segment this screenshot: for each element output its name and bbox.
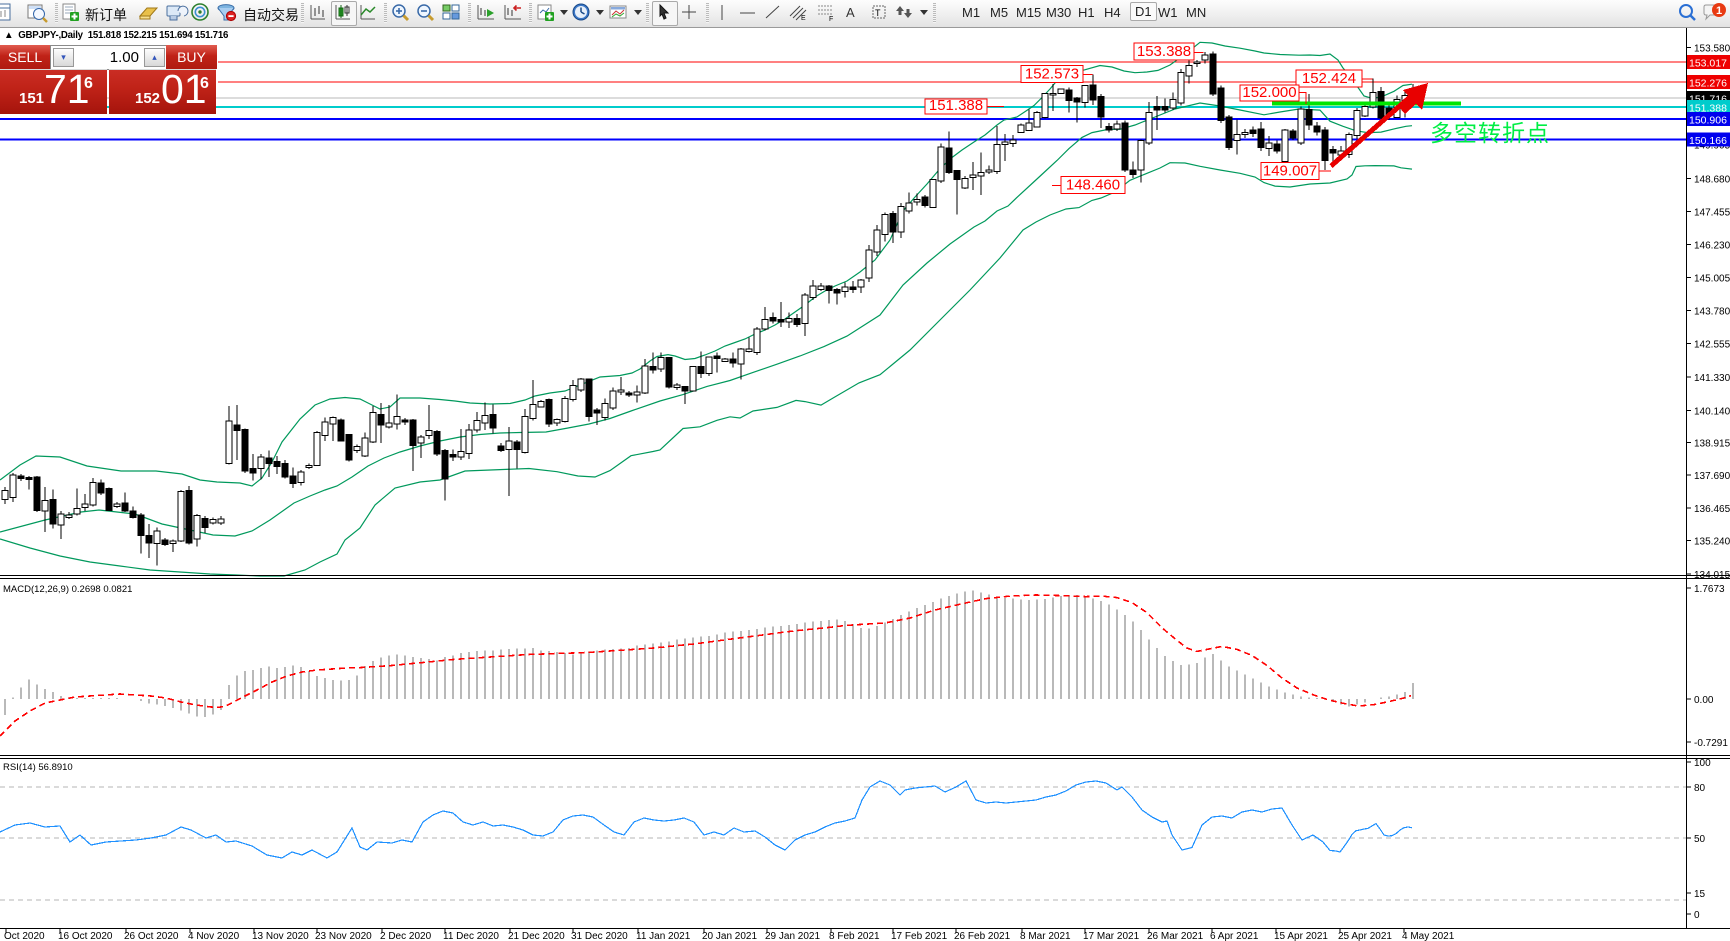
svg-text:26 Mar 2021: 26 Mar 2021 [1147, 931, 1204, 941]
svg-text:0: 0 [1694, 910, 1700, 921]
svg-text:21 Dec 2020: 21 Dec 2020 [508, 931, 565, 941]
svg-text:25 Apr 2021: 25 Apr 2021 [1338, 931, 1392, 941]
svg-text:137.690: 137.690 [1694, 471, 1730, 482]
svg-text:RSI(14) 56.8910: RSI(14) 56.8910 [3, 762, 73, 773]
svg-text:140.140: 140.140 [1694, 406, 1730, 417]
svg-text:20 Jan 2021: 20 Jan 2021 [702, 931, 757, 941]
svg-text:50: 50 [1694, 834, 1706, 845]
svg-text:134.015: 134.015 [1694, 570, 1730, 581]
svg-text:153.388: 153.388 [1137, 43, 1191, 60]
svg-text:151.388: 151.388 [1689, 103, 1727, 115]
svg-text:152.276: 152.276 [1689, 78, 1727, 90]
svg-text:26 Feb 2021: 26 Feb 2021 [954, 931, 1011, 941]
svg-text:152.000: 152.000 [1242, 84, 1296, 101]
svg-text:143.780: 143.780 [1694, 307, 1730, 318]
svg-text:16 Oct 2020: 16 Oct 2020 [58, 931, 113, 941]
svg-text:148.680: 148.680 [1694, 175, 1730, 186]
svg-text:▲ GBPJPY-,Daily 151.818 152.: ▲ GBPJPY-,Daily 151.818 152.215 151.694 … [4, 30, 229, 41]
svg-text:17 Feb 2021: 17 Feb 2021 [891, 931, 948, 941]
svg-text:MACD(12,26,9) 0.2698 0.0821: MACD(12,26,9) 0.2698 0.0821 [3, 584, 132, 595]
svg-text:0.00: 0.00 [1694, 695, 1714, 706]
svg-text:29 Jan 2021: 29 Jan 2021 [765, 931, 820, 941]
svg-text:153.580: 153.580 [1694, 44, 1730, 55]
svg-text:2 Dec 2020: 2 Dec 2020 [380, 931, 432, 941]
svg-text:31 Dec 2020: 31 Dec 2020 [571, 931, 628, 941]
svg-text:138.915: 138.915 [1694, 439, 1730, 450]
svg-text:149.007: 149.007 [1263, 163, 1317, 180]
svg-text:151.388: 151.388 [929, 97, 983, 114]
svg-text:23 Nov 2020: 23 Nov 2020 [315, 931, 372, 941]
svg-text:6 Apr 2021: 6 Apr 2021 [1210, 931, 1259, 941]
svg-text:147.455: 147.455 [1694, 208, 1730, 219]
svg-text:152.573: 152.573 [1025, 66, 1079, 83]
svg-text:4 Nov 2020: 4 Nov 2020 [188, 931, 240, 941]
svg-text:150.166: 150.166 [1689, 135, 1727, 147]
svg-text:80: 80 [1694, 783, 1706, 794]
svg-text:142.555: 142.555 [1694, 340, 1730, 351]
svg-text:多空转折点: 多空转折点 [1430, 120, 1550, 146]
svg-text:1.7673: 1.7673 [1694, 584, 1725, 595]
svg-text:T: T [875, 8, 881, 18]
svg-text:141.330: 141.330 [1694, 373, 1730, 384]
svg-text:145.005: 145.005 [1694, 274, 1730, 285]
svg-text:13 Nov 2020: 13 Nov 2020 [252, 931, 309, 941]
svg-text:8 Mar 2021: 8 Mar 2021 [1020, 931, 1071, 941]
svg-text:1: 1 [1716, 5, 1722, 17]
svg-text:11 Jan 2021: 11 Jan 2021 [636, 931, 691, 941]
svg-text:148.460: 148.460 [1066, 177, 1120, 194]
svg-text:100: 100 [1694, 758, 1711, 769]
svg-text:F: F [829, 16, 833, 23]
svg-text:26 Oct 2020: 26 Oct 2020 [124, 931, 179, 941]
svg-text:8 Feb 2021: 8 Feb 2021 [829, 931, 880, 941]
svg-text:150.906: 150.906 [1689, 115, 1727, 127]
svg-text:15 Apr 2021: 15 Apr 2021 [1274, 931, 1328, 941]
svg-text:146.230: 146.230 [1694, 241, 1730, 252]
svg-text:136.465: 136.465 [1694, 504, 1730, 515]
svg-text:152.424: 152.424 [1302, 70, 1356, 87]
svg-text:135.240: 135.240 [1694, 536, 1730, 547]
svg-text:-0.7291: -0.7291 [1694, 738, 1728, 749]
svg-text:17 Mar 2021: 17 Mar 2021 [1083, 931, 1140, 941]
svg-text:15: 15 [1694, 889, 1706, 900]
svg-text:4 May 2021: 4 May 2021 [1402, 931, 1455, 941]
svg-text:E: E [801, 15, 806, 22]
svg-text:11 Dec 2020: 11 Dec 2020 [443, 931, 499, 941]
svg-text:Oct 2020: Oct 2020 [4, 931, 45, 941]
svg-text:153.017: 153.017 [1689, 58, 1727, 70]
